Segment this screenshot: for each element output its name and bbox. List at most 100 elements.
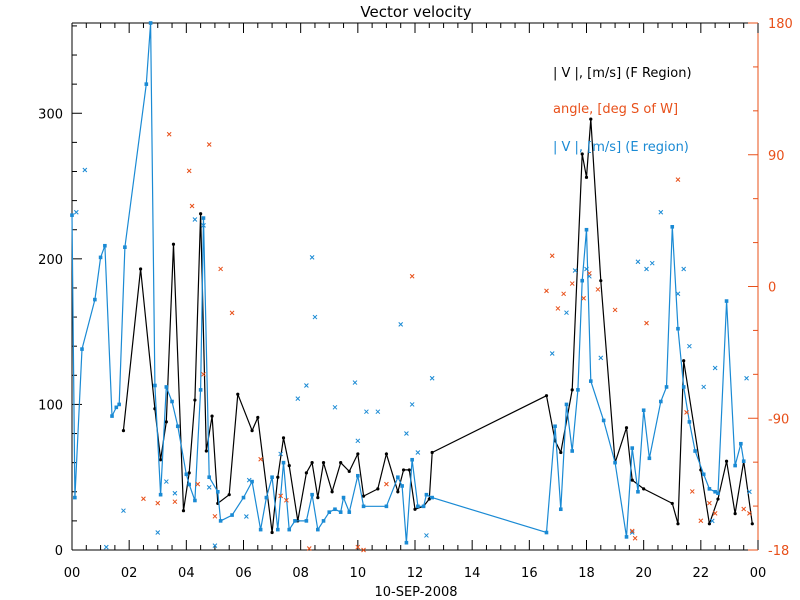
x-tick-label: 18 <box>578 566 595 581</box>
data-point-f_region <box>281 436 286 440</box>
x-axis: 00 02 04 06 08 10 12 14 16 18 20 22 00 <box>64 23 766 581</box>
data-point-f_region <box>193 398 197 402</box>
data-point-e_region <box>544 530 549 535</box>
y-left-tick-label: 0 <box>55 544 63 559</box>
marker-angle <box>561 291 566 297</box>
data-point-f_region <box>210 414 214 418</box>
marker-e_region <box>629 530 635 535</box>
legend-entry-angle: angle, [deg S of W] <box>553 102 678 117</box>
data-point-e_region <box>676 326 680 331</box>
marker-angle <box>632 535 638 541</box>
data-point-f_region <box>427 497 431 501</box>
data-point-e_region <box>356 473 360 478</box>
data-point-e_region <box>601 418 606 423</box>
x-tick-label: 10 <box>350 566 367 581</box>
marker-e_region <box>398 321 404 327</box>
data-point-e_region <box>421 504 426 509</box>
data-point-f_region <box>199 212 203 216</box>
x-tick-label: 16 <box>521 566 538 581</box>
marker-angle <box>712 511 718 516</box>
data-point-e_region <box>701 472 706 477</box>
data-point-e_region <box>624 535 629 539</box>
marker-e_region <box>246 477 252 483</box>
data-point-e_region <box>410 457 414 462</box>
data-point-f_region <box>384 452 389 456</box>
data-point-e_region <box>576 388 580 392</box>
data-point-f_region <box>413 507 417 511</box>
marker-e_region <box>352 380 358 385</box>
marker-e_region <box>675 291 681 297</box>
data-point-f_region <box>682 359 686 363</box>
data-point-e_region <box>270 475 274 480</box>
marker-e_region <box>701 384 707 390</box>
data-point-f_region <box>642 487 646 491</box>
marker-e_region <box>424 533 429 538</box>
marker-angle <box>544 288 549 294</box>
data-point-e_region <box>739 441 743 446</box>
data-point-e_region <box>400 484 404 488</box>
marker-e_region <box>598 355 604 361</box>
data-point-f_region <box>570 388 574 392</box>
marker-e_region <box>244 514 249 519</box>
marker-angle <box>581 295 586 301</box>
marker-e_region <box>103 544 109 550</box>
data-point-e_region <box>693 449 697 453</box>
data-point-e_region <box>73 495 77 500</box>
data-point-e_region <box>670 225 675 229</box>
data-point-e_region <box>207 475 211 480</box>
data-point-e_region <box>310 492 314 497</box>
data-point-e_region <box>148 21 153 25</box>
x-tick-label: 22 <box>693 566 710 581</box>
data-point-e_region <box>361 504 366 509</box>
data-point-f_region <box>164 420 168 424</box>
marker-e_region <box>635 259 641 265</box>
marker-e_region <box>747 489 752 495</box>
data-point-e_region <box>287 527 292 532</box>
marker-e_region <box>649 260 655 266</box>
marker-angle <box>384 481 389 487</box>
legend-entry-f-region: | V |, [m/s] (F Region) <box>553 66 692 81</box>
marker-e_region <box>415 450 421 455</box>
data-point-e_region <box>110 414 114 418</box>
series-line-e_region <box>71 22 745 543</box>
data-point-f_region <box>401 468 406 472</box>
data-point-f_region <box>304 471 308 475</box>
marker-angle <box>629 528 635 534</box>
x-tick-label: 02 <box>121 566 138 581</box>
data-point-e_region <box>384 504 389 509</box>
data-point-f_region <box>310 461 314 465</box>
data-point-e_region <box>630 446 635 450</box>
marker-e_region <box>572 268 578 273</box>
data-point-e_region <box>707 487 712 491</box>
marker-e_region <box>73 209 79 215</box>
data-point-e_region <box>641 408 646 413</box>
data-point-e_region <box>250 479 254 484</box>
y-right-tick-label: 180 <box>768 17 793 32</box>
data-point-e_region <box>215 489 220 494</box>
marker-angle <box>707 500 712 506</box>
marker-e_region <box>332 404 338 410</box>
data-point-e_region <box>713 489 717 494</box>
y-axis-right: -18 -90 0 90 180 <box>748 17 793 559</box>
data-point-f_region <box>347 469 351 473</box>
y-right-tick-label: 90 <box>768 149 785 164</box>
data-point-f_region <box>580 152 584 156</box>
data-point-f_region <box>270 530 274 535</box>
marker-e_region <box>364 409 369 415</box>
data-point-e_region <box>153 383 157 388</box>
data-point-e_region <box>70 213 74 217</box>
marker-e_region <box>212 543 218 548</box>
marker-angle <box>569 281 575 286</box>
marker-angle <box>229 310 235 316</box>
marker-angle <box>155 500 161 506</box>
marker-angle <box>284 497 289 503</box>
y-axis-left: 0 100 200 300 <box>38 25 82 559</box>
marker-angle <box>212 513 218 519</box>
marker-angle <box>689 489 695 494</box>
data-point-e_region <box>681 385 686 389</box>
x-tick-label: 12 <box>407 566 424 581</box>
series-layer <box>70 21 754 553</box>
data-point-f_region <box>676 522 680 526</box>
data-point-f_region <box>376 487 380 491</box>
x-tick-label: 14 <box>464 566 481 581</box>
